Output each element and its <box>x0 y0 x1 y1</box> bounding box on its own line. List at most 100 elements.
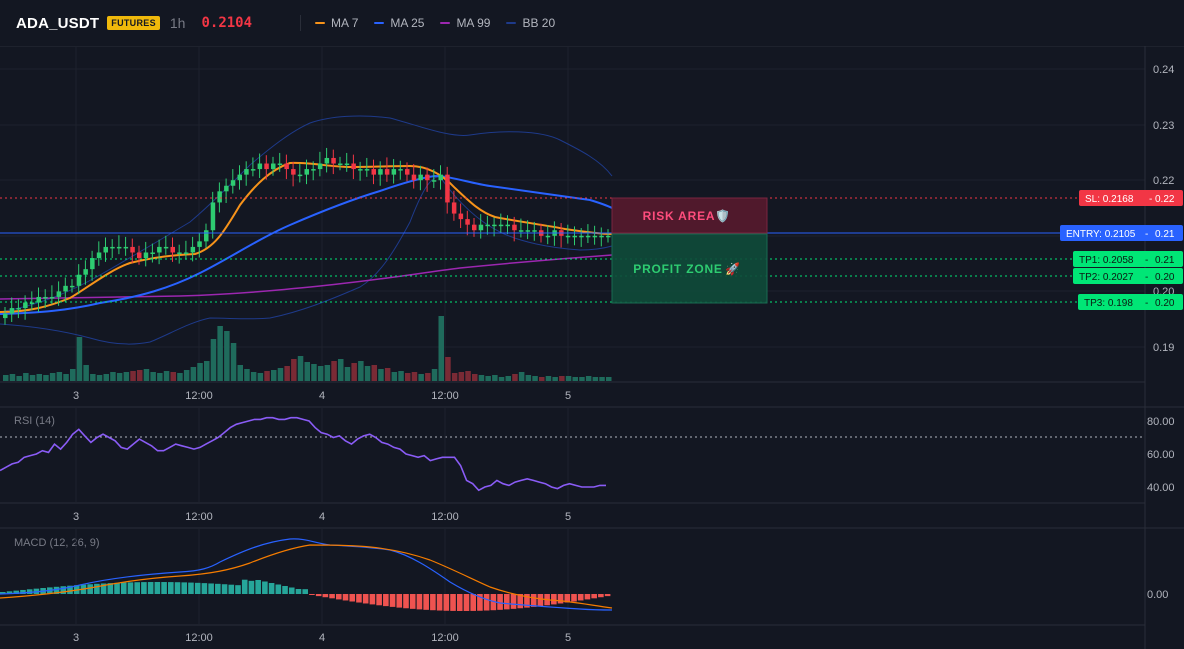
risk-area-zone[interactable]: RISK AREA 🛡️ <box>611 197 768 234</box>
macd-hist-bar <box>114 582 120 594</box>
bb-lower-line <box>0 176 613 345</box>
volume-bar <box>371 365 377 381</box>
candle-body <box>579 235 584 238</box>
volume-bar <box>478 375 485 381</box>
volume-bar <box>425 373 431 381</box>
candle-body <box>123 246 129 249</box>
legend-ma99-label: MA 99 <box>456 16 491 30</box>
volume-bar <box>70 369 76 381</box>
macd-hist-bar <box>551 594 557 605</box>
tp2-tag[interactable]: TP2: 0.2027 - 0.20 <box>1073 268 1183 284</box>
volume-bar <box>224 331 230 381</box>
time-tick: 5 <box>565 632 571 644</box>
volume-bar <box>539 377 545 381</box>
candle-body <box>150 252 155 254</box>
volume-bar <box>572 377 578 381</box>
macd-hist-bar <box>537 594 544 607</box>
candle-body <box>96 252 102 259</box>
macd-hist-bar <box>416 594 423 610</box>
volume-bar <box>458 372 465 381</box>
volume-bar <box>177 373 183 381</box>
candle-body <box>244 169 249 175</box>
candle-body <box>425 174 430 181</box>
macd-hist-bar <box>430 594 436 611</box>
candle-body <box>378 169 383 175</box>
volume-bar <box>96 375 103 381</box>
candle-body <box>210 202 216 231</box>
macd-hist-bar <box>497 594 503 610</box>
candle-body <box>83 269 88 275</box>
ma99-line <box>0 254 613 300</box>
candle-body <box>478 224 484 231</box>
candle-body <box>76 274 82 286</box>
rsi-tick: 60.00 <box>1147 449 1175 461</box>
volume-bar <box>338 359 344 381</box>
time-tick: 4 <box>319 632 325 644</box>
macd-hist-bar <box>423 594 429 610</box>
macd-hist-bar <box>369 594 376 605</box>
macd-hist-bar <box>564 594 571 603</box>
tp1-tag[interactable]: TP1: 0.2058 - 0.21 <box>1073 251 1183 267</box>
candle-body <box>130 246 135 253</box>
volume-bar <box>364 366 371 381</box>
candle-body <box>585 235 591 238</box>
indicator-legend: MA 7 MA 25 MA 99 BB 20 <box>315 16 571 30</box>
macd-label: MACD (12, 26, 9) <box>14 537 100 549</box>
volume-bar <box>445 357 451 381</box>
legend-bb20[interactable]: BB 20 <box>506 16 555 30</box>
sl-tag[interactable]: SL: 0.2168 - 0.22 <box>1079 190 1183 206</box>
candle-body <box>237 174 242 181</box>
tp3-tag[interactable]: TP3: 0.198 - 0.20 <box>1078 294 1183 310</box>
legend-ma99[interactable]: MA 99 <box>440 16 490 30</box>
rocket-icon: 🚀 <box>725 262 741 276</box>
candle-body <box>338 163 343 166</box>
tp2-tag-axis: 0.20 <box>1155 272 1175 283</box>
rsi-pane[interactable]: RSI (14) 80.00 60.00 40.00 <box>0 407 1175 503</box>
price-axis[interactable]: 0.24 0.23 0.22 0.20 0.19 <box>1153 64 1174 354</box>
timeframe-label[interactable]: 1h <box>169 15 186 31</box>
candle-body <box>284 163 289 170</box>
macd-hist-bar <box>302 589 308 594</box>
shield-icon: 🛡️ <box>715 209 731 223</box>
legend-ma25-label: MA 25 <box>390 16 425 30</box>
entry-tag-axis: 0.21 <box>1155 229 1175 240</box>
time-tick: 3 <box>73 390 79 402</box>
candle-body <box>364 169 370 171</box>
legend-ma25[interactable]: MA 25 <box>374 16 424 30</box>
macd-pane[interactable]: MACD (12, 26, 9) 0.00 <box>0 528 1168 625</box>
macd-hist-bar <box>336 594 342 600</box>
candle-body <box>63 285 68 292</box>
macd-hist-bar <box>13 590 20 594</box>
volume-bar <box>451 373 458 381</box>
time-tick: 12:00 <box>431 632 459 644</box>
macd-hist-bar <box>383 594 389 607</box>
macd-hist-bar <box>241 579 248 594</box>
price-tick: 0.22 <box>1153 175 1174 187</box>
legend-bb20-label: BB 20 <box>522 16 556 30</box>
macd-hist-bar <box>510 594 517 609</box>
macd-hist-bar <box>584 594 591 600</box>
legend-ma7[interactable]: MA 7 <box>315 16 358 30</box>
candle-body <box>264 163 269 170</box>
macd-hist-bar <box>517 594 524 609</box>
profit-zone[interactable]: PROFIT ZONE 🚀 <box>611 233 768 304</box>
symbol-name[interactable]: ADA_USDT <box>16 14 100 32</box>
ma25-swatch <box>374 22 385 24</box>
entry-tag-label: ENTRY: 0.2105 <box>1066 229 1136 240</box>
candle-body <box>157 246 162 253</box>
price-tick: 0.19 <box>1153 342 1174 354</box>
macd-hist-bar <box>248 580 255 594</box>
entry-tag[interactable]: ENTRY: 0.2105 - 0.21 <box>1060 225 1183 241</box>
time-tick: 4 <box>319 390 325 402</box>
time-axis-main[interactable]: 3 12:00 4 12:00 5 <box>73 390 571 402</box>
volume-bar <box>143 369 150 381</box>
candle-body <box>405 169 410 175</box>
candle-body <box>90 258 95 270</box>
volume-bar <box>170 372 176 381</box>
macd-hist-bar <box>591 594 597 599</box>
candle-body <box>358 169 363 171</box>
time-axis-macd[interactable]: 3 12:00 4 12:00 5 <box>73 632 571 644</box>
tp1-tag-label: TP1: 0.2058 <box>1079 255 1134 266</box>
time-axis-rsi[interactable]: 3 12:00 4 12:00 5 <box>73 511 571 523</box>
